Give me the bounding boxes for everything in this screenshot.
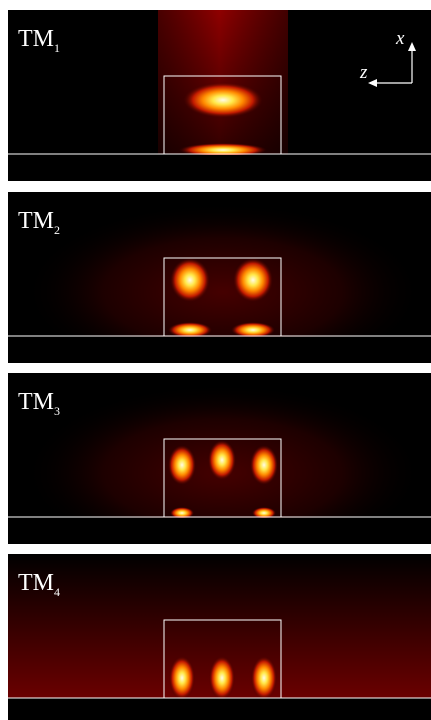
field-lobe [251,656,277,700]
mode-label: TM2 [18,208,60,237]
field-lobe [250,445,278,485]
field-lobe [208,440,236,480]
mode-label: TM3 [18,389,60,418]
axis-label-z: z [359,62,368,83]
field-lobe [168,445,196,485]
substrate [8,337,431,367]
mode-label-subscript: 3 [54,404,60,418]
mode-label-subscript: 1 [54,41,60,55]
mode-label-main: TM [18,26,54,52]
mode-label-main: TM [18,570,54,596]
substrate [8,699,431,720]
mode-panel: TM3 [8,373,431,563]
field-lobe [183,82,263,118]
substrate [8,518,431,548]
field-lobe [209,656,235,700]
mode-panel: TM2 [8,192,431,382]
field-lobe [233,258,273,302]
field-lobe [179,143,267,157]
mode-label-main: TM [18,389,54,415]
field-lobe [170,258,210,302]
mode-label: TM4 [18,570,60,599]
axis-label-x: x [395,28,405,49]
mode-label-subscript: 4 [54,585,60,599]
mode-label-main: TM [18,208,54,234]
mode-panel: TM4 [8,554,431,720]
mode-label: TM1 [18,26,60,55]
field-lobe [169,656,195,700]
substrate [8,155,431,185]
figure: TM1TM2TM3TM4xz [0,0,431,720]
mode-label-subscript: 2 [54,223,60,237]
mode-panel: TM1 [8,10,431,185]
